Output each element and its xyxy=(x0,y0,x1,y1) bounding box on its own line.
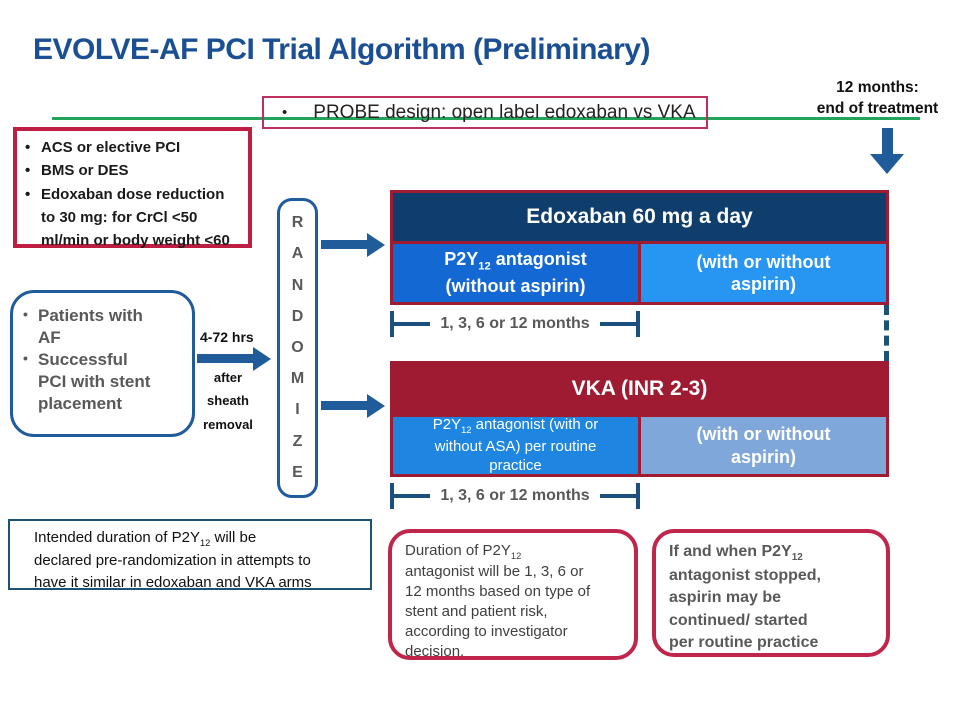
bracket-line xyxy=(599,494,637,498)
down-arrow-head xyxy=(870,154,904,174)
green-divider-line xyxy=(52,117,920,120)
randomize-letter: A xyxy=(291,245,304,263)
vka-arm-header: VKA (INR 2-3) xyxy=(390,361,889,417)
bracket-line xyxy=(394,494,431,498)
bracket-tick xyxy=(390,311,394,337)
inclusion-item: • BMS or DES xyxy=(25,159,242,182)
edoxaban-p2y12-cell: P2Y12 antagonist (without aspirin) xyxy=(390,241,641,305)
dashed-connector-line xyxy=(884,305,889,361)
randomize-letter: D xyxy=(291,307,304,325)
patients-to-randomize-arrow-head xyxy=(253,347,271,371)
hours-label: 4-72 hrs xyxy=(200,329,254,345)
vka-p2y12-cell: P2Y12 antagonist (with or without ASA) p… xyxy=(390,414,641,477)
bracket-tick xyxy=(636,483,641,509)
randomize-to-vka-arrow-shaft xyxy=(321,401,367,410)
randomize-to-vka-arrow-head xyxy=(367,394,385,418)
edoxaban-p2y12-text: P2Y12 antagonist (without aspirin) xyxy=(444,249,587,297)
randomize-letter: R xyxy=(291,214,304,232)
inclusion-item: • ACS or elective PCI xyxy=(25,136,242,159)
randomize-letter: I xyxy=(295,401,300,419)
bullet-glyph: • xyxy=(23,350,28,367)
randomize-letter: O xyxy=(291,338,304,356)
inclusion-item: • Edoxaban dose reduction to 30 mg: for … xyxy=(25,183,242,253)
vka-duration-label: 1, 3, 6 or 12 months xyxy=(440,487,590,504)
down-arrow-shaft xyxy=(882,128,893,156)
patients-to-randomize-arrow-shaft xyxy=(197,354,253,363)
bullet-glyph: • xyxy=(25,162,31,180)
bracket-line xyxy=(394,322,431,326)
randomize-to-edoxaban-arrow-head xyxy=(367,233,385,257)
vka-p2y12-text: P2Y12 antagonist (with or without ASA) p… xyxy=(432,416,599,475)
note-intended-duration: Intended duration of P2Y12 will be decla… xyxy=(8,519,372,591)
edoxaban-duration-label: 1, 3, 6 or 12 months xyxy=(440,315,590,332)
note-aspirin-continuation: If and when P2Y12 antagonist stopped, as… xyxy=(652,529,890,657)
randomize-letter: Z xyxy=(292,432,303,450)
bullet-glyph: • xyxy=(25,139,31,156)
end-of-treatment-label: 12 months: end of treatment xyxy=(816,79,939,117)
patients-item: • Patients with AF xyxy=(23,305,188,349)
bullet-glyph: • xyxy=(23,306,28,322)
patients-item: • Successful PCI with stent placement xyxy=(23,349,188,415)
bracket-tick xyxy=(390,483,394,509)
edoxaban-arm-header: Edoxaban 60 mg a day xyxy=(390,190,889,244)
randomize-to-edoxaban-arrow-shaft xyxy=(321,240,367,249)
randomize-letter: N xyxy=(291,276,304,294)
sheath-removal-label: after sheath removal xyxy=(203,370,253,432)
randomize-letter: M xyxy=(290,370,305,388)
patients-box: • Patients with AF • Successful PCI with… xyxy=(10,290,195,437)
randomize-letter: E xyxy=(292,463,303,481)
inclusion-criteria-box: • ACS or elective PCI • BMS or DES • Edo… xyxy=(13,127,252,249)
slide-title: EVOLVE-AF PCI Trial Algorithm (Prelimina… xyxy=(33,33,650,66)
vka-aspirin-cell: (with or without aspirin) xyxy=(638,414,889,477)
probe-design-text: PROBE design: open label edoxaban vs VKA xyxy=(313,101,696,123)
bracket-line xyxy=(599,322,637,326)
edoxaban-duration-bracket: 1, 3, 6 or 12 months xyxy=(390,311,641,337)
bullet-glyph: • xyxy=(282,104,288,121)
randomize-box: R A N D O M I Z E xyxy=(277,198,318,498)
bracket-tick xyxy=(636,311,641,337)
vka-duration-bracket: 1, 3, 6 or 12 months xyxy=(390,483,641,509)
probe-design-box: • PROBE design: open label edoxaban vs V… xyxy=(262,96,708,129)
bullet-glyph: • xyxy=(25,185,31,203)
edoxaban-aspirin-cell: (with or without aspirin) xyxy=(638,241,889,305)
note-p2y12-duration: Duration of P2Y12 antagonist will be 1, … xyxy=(388,529,638,660)
